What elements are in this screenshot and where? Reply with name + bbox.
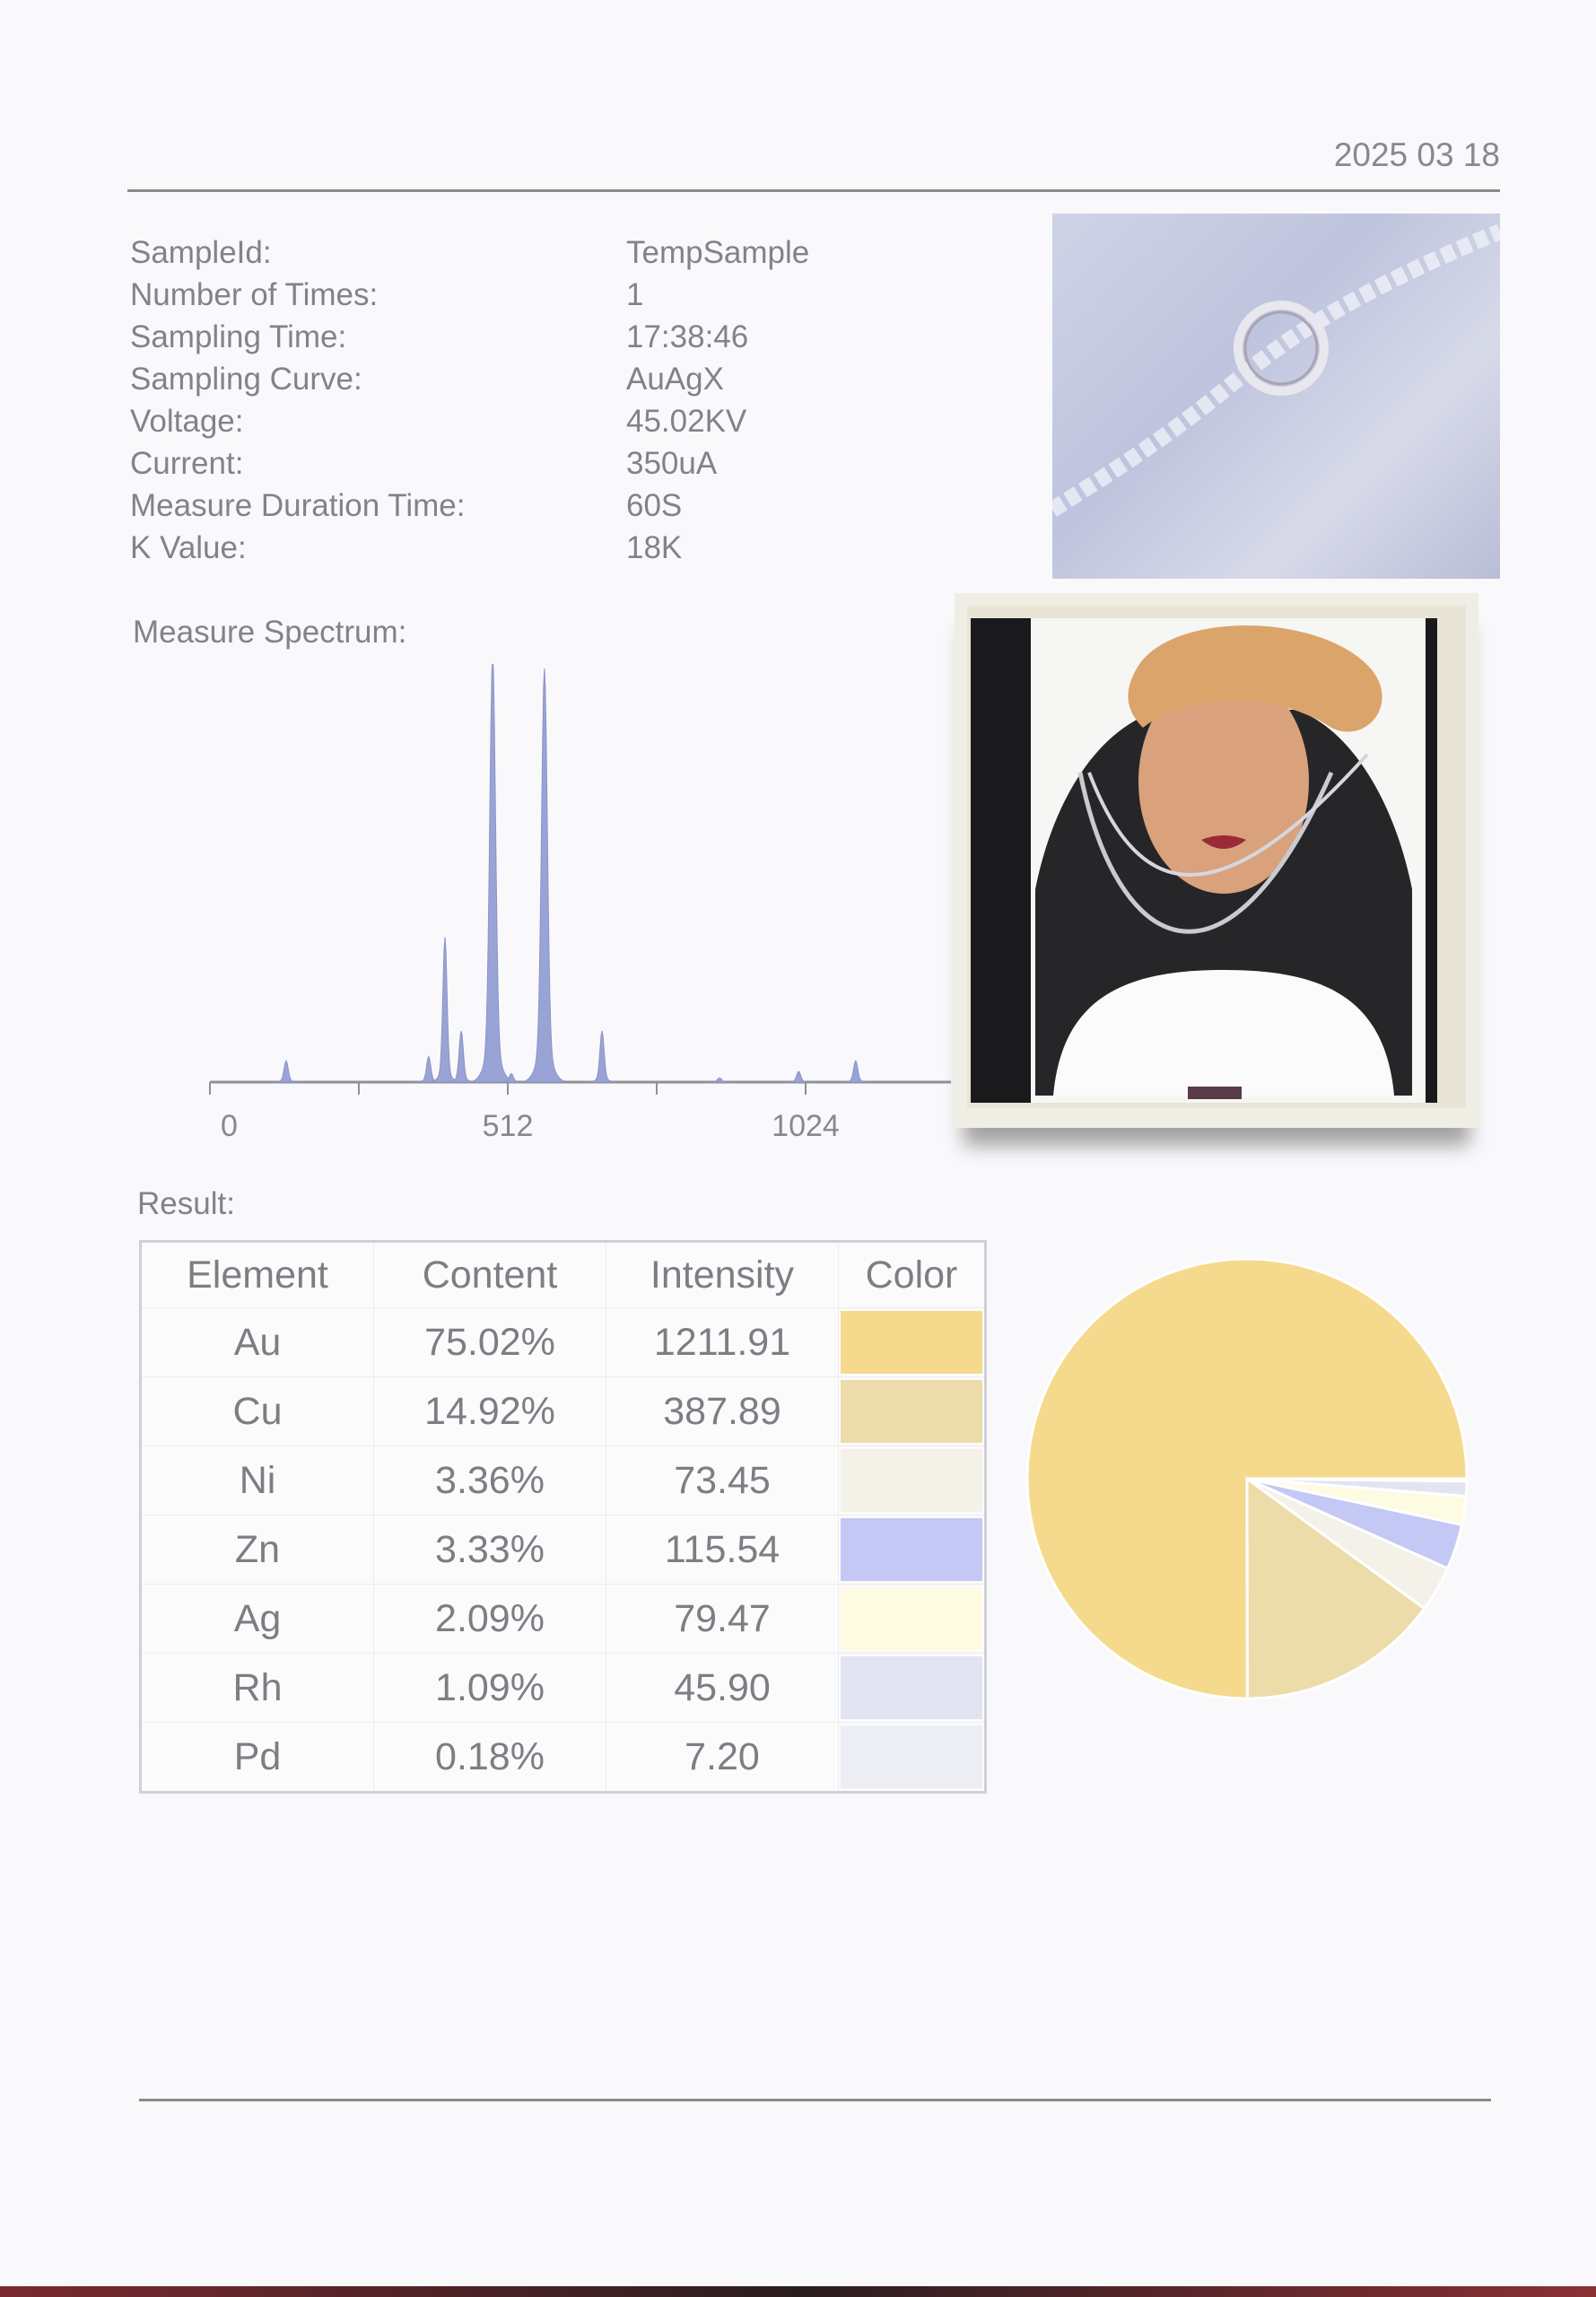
cell-content: 14.92% (373, 1376, 606, 1446)
jewelry-box-image (967, 606, 1466, 1108)
cell-color (838, 1445, 986, 1515)
info-label: Number of Times: (130, 277, 379, 312)
color-swatch (841, 1449, 982, 1512)
color-swatch (841, 1656, 982, 1719)
cell-content: 3.36% (373, 1445, 606, 1515)
cell-intensity: 7.20 (606, 1722, 839, 1793)
spectrum-peak (588, 1030, 616, 1083)
bottom-edge (0, 2286, 1596, 2297)
cell-intensity: 73.45 (606, 1445, 839, 1515)
color-swatch (841, 1380, 982, 1443)
info-value: AuAgX (626, 362, 724, 397)
cell-content: 75.02% (373, 1307, 606, 1377)
result-label: Result: (137, 1186, 235, 1221)
spectrum-chart: 0 512 1024 (209, 664, 951, 1143)
spectrum-peak (497, 1072, 526, 1083)
top-divider (127, 189, 1500, 192)
cell-content: 3.33% (373, 1515, 606, 1585)
x-tick-label: 1024 (772, 1109, 840, 1143)
header-intensity: Intensity (606, 1241, 839, 1308)
x-tick-label: 0 (221, 1109, 238, 1143)
cell-element: Au (140, 1307, 374, 1377)
info-label: Voltage: (130, 404, 244, 439)
table-header-row: Element Content Intensity Color (140, 1241, 986, 1308)
info-label: SampleId: (130, 235, 272, 270)
result-table: Element Content Intensity Color Au 75.02… (139, 1240, 987, 1794)
color-swatch (841, 1725, 982, 1788)
cell-element: Ag (140, 1584, 374, 1654)
color-swatch (841, 1518, 982, 1581)
header-color: Color (838, 1241, 986, 1308)
composition-pie-chart (1025, 1257, 1469, 1700)
x-tick-label: 512 (483, 1109, 534, 1143)
cell-color (838, 1722, 986, 1793)
sample-photo (1052, 214, 1500, 579)
cell-intensity: 1211.91 (606, 1307, 839, 1377)
cell-element: Pd (140, 1722, 374, 1793)
cell-element: Cu (140, 1376, 374, 1446)
cell-element: Zn (140, 1515, 374, 1585)
cell-color (838, 1307, 986, 1377)
table-row: Au 75.02% 1211.91 (140, 1307, 986, 1377)
info-value: 60S (626, 488, 683, 523)
cell-color (838, 1584, 986, 1654)
jewelry-box-photo (955, 593, 1478, 1128)
info-label: Current: (130, 446, 244, 481)
header-element: Element (140, 1241, 374, 1308)
cell-element: Ni (140, 1445, 374, 1515)
info-value: TempSample (626, 235, 810, 270)
table-row: Pd 0.18% 7.20 (140, 1722, 986, 1793)
info-value: 1 (626, 277, 644, 312)
spectrum-peak (272, 1060, 301, 1083)
cell-intensity: 79.47 (606, 1584, 839, 1654)
info-label: K Value: (130, 530, 247, 565)
spectrum-peak (842, 1060, 870, 1083)
cell-content: 1.09% (373, 1653, 606, 1723)
table-row: Ag 2.09% 79.47 (140, 1584, 986, 1654)
pie-slice-cu (1245, 1476, 1426, 1700)
header-content: Content (373, 1241, 606, 1308)
table-row: Cu 14.92% 387.89 (140, 1376, 986, 1446)
table-row: Ni 3.36% 73.45 (140, 1445, 986, 1515)
cell-color (838, 1653, 986, 1723)
cell-intensity: 387.89 (606, 1376, 839, 1446)
table-row: Zn 3.33% 115.54 (140, 1515, 986, 1585)
table-row: Rh 1.09% 45.90 (140, 1653, 986, 1723)
info-label: Sampling Time: (130, 319, 347, 354)
info-label: Measure Duration Time: (130, 488, 466, 523)
cell-intensity: 115.54 (606, 1515, 839, 1585)
info-value: 45.02KV (626, 404, 747, 439)
chain-clasp-image (1052, 223, 1500, 517)
spectrum-label: Measure Spectrum: (133, 615, 407, 650)
spectrum-peak (705, 1077, 734, 1083)
spectrum-peak (431, 937, 459, 1083)
pie-slice-au (1025, 1257, 1469, 1700)
bottom-divider (139, 2099, 1491, 2101)
cell-element: Rh (140, 1653, 374, 1723)
pie-slice-pd (1246, 1477, 1469, 1483)
cell-content: 0.18% (373, 1722, 606, 1793)
cell-color (838, 1376, 986, 1446)
cell-content: 2.09% (373, 1584, 606, 1654)
spectrum-peak (525, 668, 564, 1083)
info-value: 17:38:46 (626, 319, 749, 354)
spectrum-peak (784, 1070, 813, 1083)
report-date: 2025 03 18 (1333, 136, 1500, 173)
cell-intensity: 45.90 (606, 1653, 839, 1723)
info-value: 18K (626, 530, 683, 565)
color-swatch (841, 1311, 982, 1374)
info-label: Sampling Curve: (130, 362, 362, 397)
color-swatch (841, 1587, 982, 1650)
cell-color (838, 1515, 986, 1585)
spectrum-peak (447, 1030, 475, 1083)
spectrum-peak (473, 664, 512, 1083)
info-value: 350uA (626, 446, 718, 481)
